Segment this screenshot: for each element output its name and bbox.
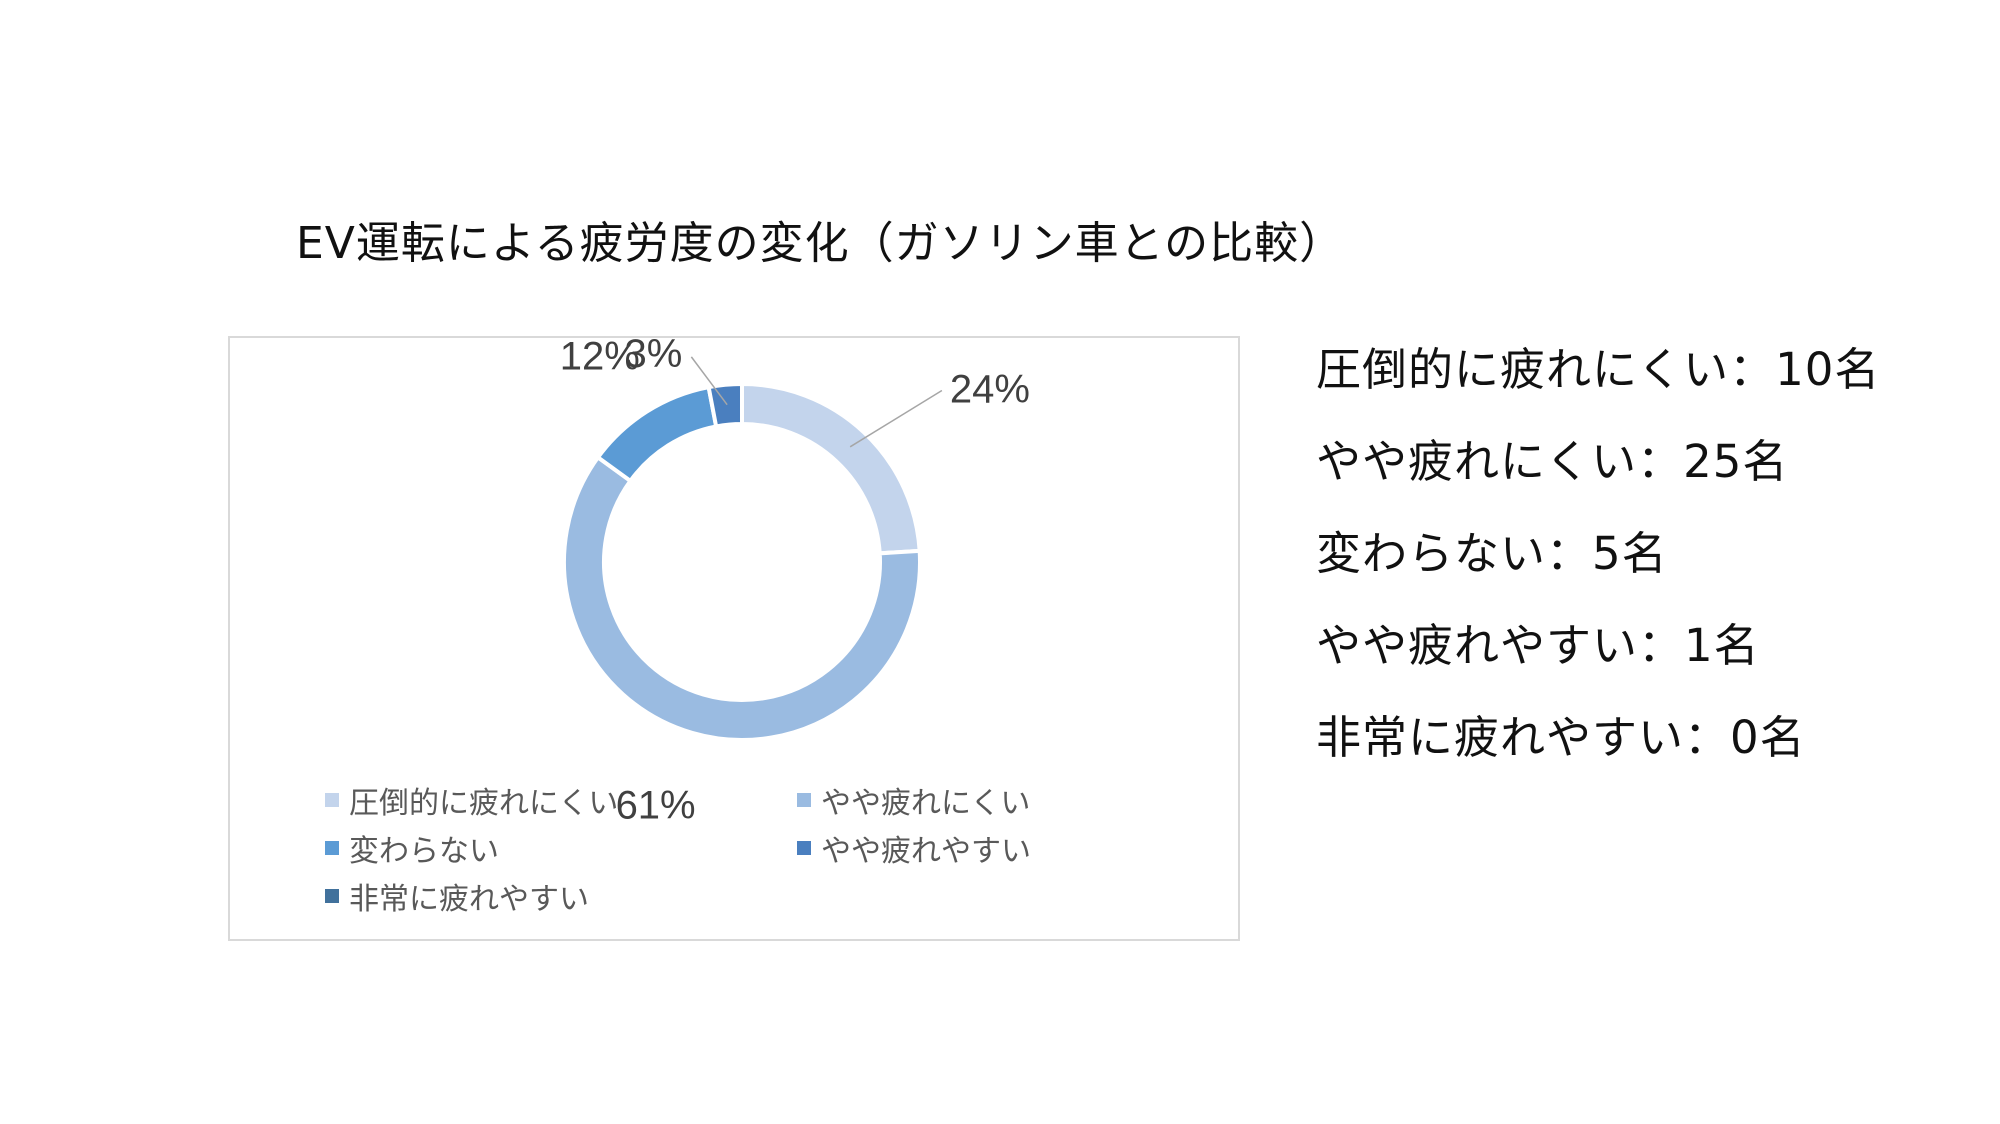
legend-label: やや疲れにくい (821, 786, 1031, 821)
slide-title: EV運転による疲労度の変化（ガソリン車との比較） (296, 218, 1345, 269)
donut-chart: 24% 61% 12%3% (560, 338, 1030, 828)
donut-slice (595, 384, 719, 484)
donut-slice (562, 454, 922, 742)
chart-frame: 24% 61% 12% 3% 圧倒的に疲れにくい やや疲れにくい 変わらない やや疲れ… (228, 336, 1240, 941)
legend-swatch (325, 841, 339, 855)
legend-item-4: 非常に疲れやすい (325, 874, 589, 918)
data-label: 12% (560, 338, 640, 378)
donut-slice (706, 381, 744, 429)
stat-line: 非常に疲れやすい：0名 (1316, 711, 1806, 764)
legend-label: やや疲れやすい (821, 834, 1031, 869)
data-label: 24% (950, 368, 1030, 412)
stat-line: 変わらない：5名 (1316, 527, 1668, 580)
legend-swatch (325, 889, 339, 903)
legend-swatch (797, 793, 811, 807)
legend-swatch (797, 841, 811, 855)
legend-label: 変わらない (349, 834, 499, 869)
legend-swatch (325, 793, 339, 807)
stat-line: 圧倒的に疲れにくい：10名 (1316, 343, 1881, 396)
legend-label: 非常に疲れやすい (349, 882, 589, 917)
legend-item-3: やや疲れやすい (797, 826, 1031, 870)
legend-label: 圧倒的に疲れにくい (349, 786, 619, 821)
legend-item-2: 変わらない (325, 826, 499, 870)
data-label: 61% (616, 784, 696, 828)
stat-line: やや疲れやすい：1名 (1316, 619, 1760, 672)
stat-line: やや疲れにくい：25名 (1316, 435, 1789, 488)
leader-line (690, 356, 728, 406)
data-label: 3% (624, 338, 682, 376)
legend-item-1: やや疲れにくい (797, 778, 1030, 822)
donut-slice (740, 381, 922, 556)
legend-item-0: 圧倒的に疲れにくい (325, 778, 618, 822)
leader-line (849, 389, 943, 448)
